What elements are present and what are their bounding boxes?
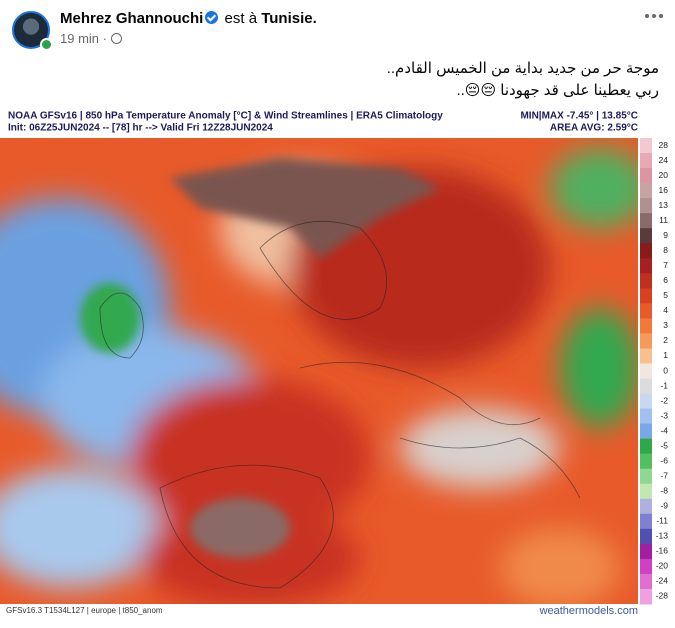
colorbar-label: -28 (656, 591, 669, 601)
colorbar-swatch (640, 168, 652, 184)
colorbar-swatch (640, 438, 652, 455)
verified-badge (205, 11, 219, 24)
post-line: موجة حر من جديد بداية من الخميس القادم.. (386, 60, 659, 77)
more-button[interactable] (645, 14, 663, 18)
colorbar: 28 24 20 16 13 11 9 8 7 6 5 4 3 2 1 0 -1 -2 -3 -4 -5 -6 -7 -8 -9… (640, 138, 668, 605)
colorbar-label: -16 (656, 546, 669, 556)
colorbar-label: -24 (656, 576, 669, 586)
colorbar-label: -11 (656, 516, 668, 526)
colorbar-swatch (640, 408, 652, 425)
map-image[interactable]: 28 24 20 16 13 11 9 8 7 6 5 4 3 2 1 0 -1 -2 -3 -4 -5 -6 -7 -8 -9… (0, 108, 675, 622)
colorbar-swatch (640, 498, 652, 515)
colorbar-label: -13 (656, 531, 669, 541)
colorbar-swatch (640, 183, 652, 199)
colorbar-label: 24 (659, 155, 669, 165)
timestamp[interactable]: 19 min (60, 31, 100, 46)
colorbar-swatch (640, 378, 652, 395)
colorbar-label: -1 (660, 380, 668, 390)
colorbar-swatch (640, 273, 652, 289)
colorbar-swatch (640, 468, 652, 485)
colorbar-swatch (640, 213, 652, 229)
colorbar-label: 13 (659, 200, 669, 210)
separator: · (102, 31, 107, 46)
map-title: NOAA GFSv16 | 850 hPa Temperature Anomal… (8, 111, 443, 122)
colorbar-label: -4 (660, 425, 668, 435)
author-name[interactable]: Mehrez Ghannouchi (60, 10, 204, 27)
colorbar-label: 11 (659, 215, 668, 225)
colorbar-swatch (640, 243, 652, 259)
colorbar-label: 28 (659, 140, 669, 150)
colorbar-label: -3 (660, 410, 668, 420)
colorbar-label: 7 (663, 260, 668, 270)
colorbar-label: 20 (659, 170, 669, 180)
colorbar-label: 1 (663, 350, 668, 360)
post-text: موجة حر من جديد بداية من الخميس القادم..… (387, 58, 659, 102)
post-header: Mehrez Ghannouchi est à Tunisie. (60, 10, 317, 27)
map-init: Init: 06Z25JUN2024 -- [78] hr --> Valid … (8, 123, 273, 134)
map-footer: GFSv16.3 T1534L127 | europe | t850_anom (6, 606, 163, 615)
colorbar-label: 9 (663, 230, 668, 240)
colorbar-label: -9 (660, 501, 668, 511)
post-meta: 19 min · (60, 31, 122, 46)
colorbar-swatch (640, 558, 652, 575)
action: est à (224, 10, 258, 27)
colorbar-label: -20 (656, 561, 669, 571)
map-credit: weathermodels.com (539, 605, 638, 617)
colorbar-swatch (640, 543, 652, 560)
colorbar-swatch (640, 453, 652, 470)
map-minmax: MIN|MAX -7.45° | 13.85°C (520, 111, 638, 122)
colorbar-swatch (640, 573, 652, 590)
colorbar-swatch (640, 228, 652, 244)
colorbar-label: 0 (663, 365, 668, 375)
colorbar-swatch (640, 588, 652, 605)
online-dot (40, 38, 53, 51)
colorbar-label: 8 (663, 245, 668, 255)
colorbar-swatch (640, 333, 652, 349)
avatar[interactable] (12, 11, 50, 49)
colorbar-swatch (640, 198, 652, 214)
post-line: ربي يعطينا على قد جهودنا 😔😔.. (456, 82, 659, 99)
colorbar-swatch (640, 513, 652, 530)
colorbar-swatch (640, 153, 652, 169)
colorbar-swatch (640, 483, 652, 500)
privacy-icon[interactable] (110, 33, 122, 44)
colorbar-label: -8 (660, 486, 668, 496)
colorbar-label: 4 (663, 305, 668, 315)
colorbar-swatch (640, 303, 652, 319)
colorbar-label: 16 (659, 185, 669, 195)
location[interactable]: Tunisie. (261, 10, 317, 27)
colorbar-swatch (640, 258, 652, 274)
colorbar-label: -6 (660, 455, 668, 465)
colorbar-label: 3 (663, 320, 668, 330)
colorbar-label: 5 (663, 290, 668, 300)
colorbar-swatch (640, 393, 652, 410)
colorbar-label: 6 (663, 275, 668, 285)
colorbar-swatch (640, 318, 652, 334)
colorbar-label: -7 (660, 470, 668, 480)
colorbar-label: 2 (663, 335, 668, 345)
colorbar-label: -2 (660, 395, 668, 405)
colorbar-label: -5 (660, 440, 668, 450)
colorbar-swatch (640, 528, 652, 545)
map (0, 138, 638, 604)
map-area-avg: AREA AVG: 2.59°C (550, 123, 638, 134)
colorbar-swatch (640, 363, 652, 380)
colorbar-swatch (640, 423, 652, 440)
colorbar-swatch (640, 288, 652, 304)
colorbar-swatch (640, 348, 652, 364)
colorbar-swatch (640, 138, 652, 154)
